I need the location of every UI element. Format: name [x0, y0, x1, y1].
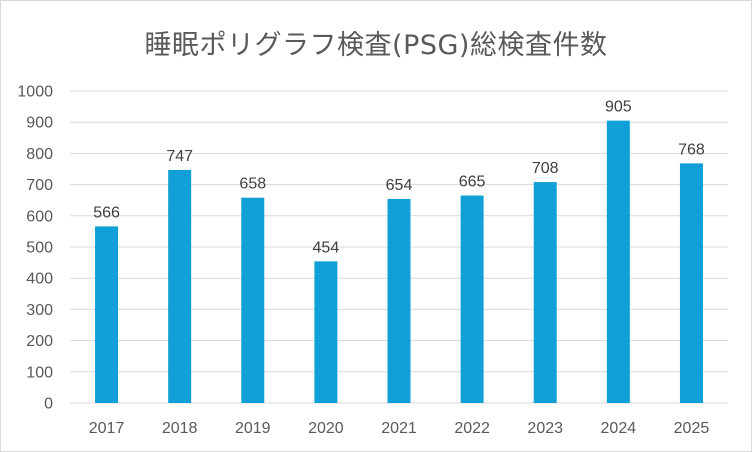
y-tick-label: 900 [26, 115, 53, 132]
bar-2018 [168, 169, 192, 403]
x-tick-label: 2019 [235, 420, 271, 437]
data-label: 454 [313, 239, 340, 256]
y-tick-label: 100 [26, 364, 53, 381]
data-label: 768 [678, 141, 705, 158]
x-axis-tick-labels: 2017 2018 2019 2020 2021 2022 2023 2024 2025 [89, 420, 710, 437]
x-tick-label: 2025 [674, 420, 710, 437]
bar-2023 [533, 182, 557, 403]
chart-title: 睡眠ポリグラフ検査(PSG)総検査件数 [144, 30, 608, 61]
x-tick-label: 2021 [381, 420, 417, 437]
x-tick-label: 2023 [527, 420, 563, 437]
bar-2021 [387, 198, 411, 403]
y-tick-label: 600 [26, 208, 53, 225]
bar-2019 [241, 197, 265, 403]
data-label: 665 [459, 174, 486, 191]
y-tick-label: 300 [26, 302, 53, 319]
y-tick-label: 0 [44, 396, 53, 413]
y-tick-label: 1000 [17, 84, 53, 101]
y-tick-label: 800 [26, 146, 53, 163]
data-labels: 566 747 658 454 654 665 708 905 768 [93, 99, 705, 257]
bar-2024 [606, 120, 630, 403]
data-label: 658 [239, 176, 266, 193]
data-label: 566 [93, 204, 120, 221]
y-tick-label: 700 [26, 177, 53, 194]
y-tick-label: 200 [26, 333, 53, 350]
x-tick-label: 2017 [89, 420, 125, 437]
bar-2025 [679, 163, 703, 403]
x-tick-label: 2018 [162, 420, 198, 437]
y-tick-label: 400 [26, 271, 53, 288]
x-tick-label: 2024 [601, 420, 637, 437]
bar-2020 [314, 261, 338, 403]
y-axis-tick-labels: 0 100 200 300 400 500 600 700 800 900 1000 [17, 84, 53, 413]
y-tick-label: 500 [26, 240, 53, 257]
x-tick-label: 2020 [308, 420, 344, 437]
data-label: 654 [386, 177, 413, 194]
bars [95, 120, 703, 403]
data-label: 708 [532, 160, 559, 177]
bar-2017 [95, 226, 119, 403]
data-label: 747 [166, 148, 193, 165]
data-label: 905 [605, 99, 632, 116]
x-tick-label: 2022 [454, 420, 490, 437]
bar-2022 [460, 195, 484, 403]
